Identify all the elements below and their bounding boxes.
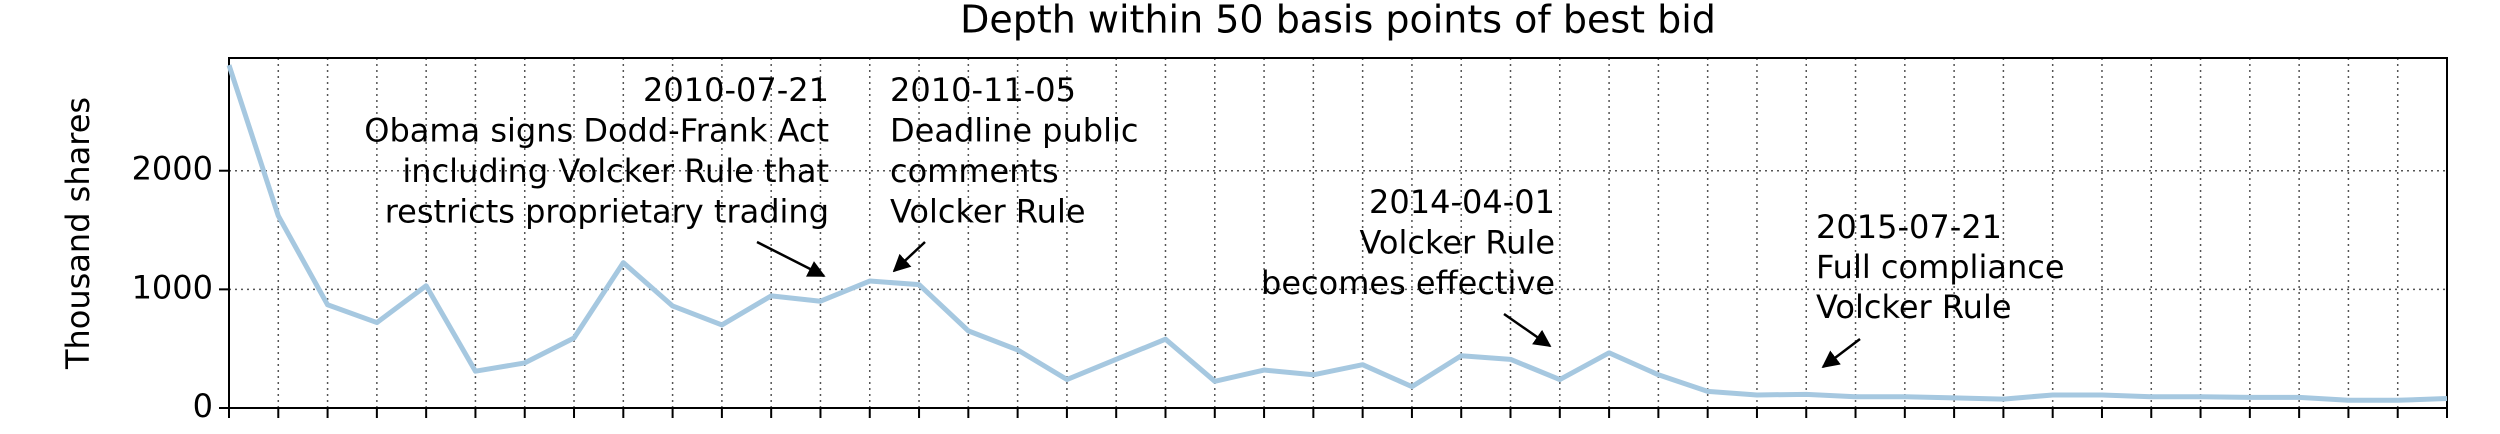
annotation-text: Obama signs Dodd-Frank Act <box>364 112 829 150</box>
annotation-text: becomes effective <box>1261 264 1555 302</box>
y-tick-label: 0 <box>193 387 213 425</box>
annotation-arrow <box>1503 312 1552 348</box>
annotation-arrow <box>892 241 926 273</box>
y-tick-label: 1000 <box>132 268 213 306</box>
annotation-text: 2010-07-21 <box>643 71 829 109</box>
annotation-text: 2015-07-21 <box>1816 208 2002 246</box>
plot-frame <box>228 57 2448 409</box>
annotation-text: 2010-11-05 <box>890 71 1076 109</box>
annotation-text: Volcker Rule <box>1359 224 1555 262</box>
annotation-text: comments <box>890 152 1059 190</box>
y-axis-label: Thousand shares <box>59 97 97 370</box>
y-tick-label: 2000 <box>132 150 213 188</box>
annotation-arrow <box>1821 338 1861 369</box>
annotation-text: Volcker Rule <box>890 193 1086 231</box>
annotation-text: Deadline public <box>890 112 1138 150</box>
annotation-text: 2014-04-01 <box>1369 183 1555 221</box>
annotation-arrow <box>756 240 826 278</box>
chart-title: Depth within 50 basis points of best bid <box>960 0 1716 42</box>
data-line <box>226 64 2448 403</box>
annotation-text: Full compliance <box>1816 248 2065 286</box>
annotation-text: including Volcker Rule that <box>402 152 829 190</box>
annotation-text: restricts proprietary trading <box>385 193 829 231</box>
annotation-text: Volcker Rule <box>1816 288 2012 326</box>
